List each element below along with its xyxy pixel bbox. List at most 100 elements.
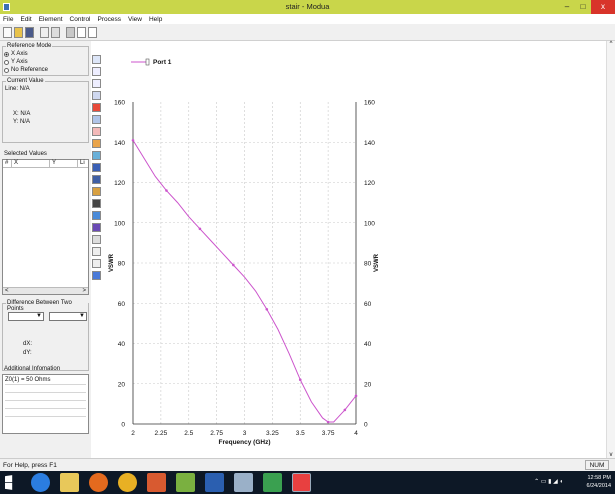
delete-icon[interactable]: [92, 259, 101, 268]
col-y[interactable]: Y: [50, 160, 78, 167]
word-icon[interactable]: [205, 473, 224, 492]
vertical-scrollbar[interactable]: ^ v: [606, 41, 615, 458]
y-tick-label-left: 60: [118, 301, 126, 308]
file-explorer-icon[interactable]: [60, 473, 79, 492]
col-line[interactable]: Li: [80, 160, 85, 166]
print-icon[interactable]: [66, 26, 75, 38]
menu-bar: File Edit Element Control Process View H…: [0, 14, 615, 24]
radio-no-reference-button[interactable]: [4, 67, 9, 73]
x-axis-label: Frequency (GHz): [218, 439, 270, 446]
data-point: [232, 263, 235, 267]
settings-icon[interactable]: [92, 223, 101, 232]
legend-marker: [145, 58, 150, 66]
draw-line-icon[interactable]: [92, 235, 101, 244]
first-point-dropdown[interactable]: ▼: [8, 312, 44, 321]
title-bar: stair - Modua – □ x: [0, 0, 615, 14]
radio-x-axis-button[interactable]: [4, 51, 9, 57]
menu-help[interactable]: Help: [148, 15, 163, 23]
marker-tool-icon[interactable]: [92, 103, 101, 112]
save-plot-icon[interactable]: [92, 199, 101, 208]
y-tick-label-right: 0: [364, 422, 368, 429]
grid-tool-icon[interactable]: [92, 151, 101, 160]
current-x: X: N/A: [13, 111, 31, 117]
y-tick-label-left: 40: [118, 341, 126, 348]
copy-icon[interactable]: [51, 26, 60, 38]
menu-edit[interactable]: Edit: [20, 15, 32, 23]
table-tool-icon[interactable]: [92, 115, 101, 124]
auto-scale-icon[interactable]: [92, 55, 101, 64]
menu-process[interactable]: Process: [97, 15, 121, 23]
status-help-text: For Help, press F1: [3, 461, 57, 469]
radio-x-axis[interactable]: X Axis: [3, 50, 88, 58]
start-icon[interactable]: [5, 475, 13, 490]
col-x[interactable]: X: [12, 160, 50, 167]
scroll-down-icon[interactable]: v: [609, 452, 613, 458]
cut-icon[interactable]: [40, 26, 49, 38]
context-help-icon[interactable]: [88, 26, 97, 38]
difference-label: Difference Between Two Points: [6, 300, 88, 312]
y-tick-label-right: 140: [364, 140, 375, 147]
edit-tool-icon[interactable]: [92, 187, 101, 196]
menu-view[interactable]: View: [128, 15, 142, 23]
clock-time: 12:58 PM: [587, 475, 611, 481]
save-icon[interactable]: [25, 26, 34, 38]
help-icon[interactable]: [77, 26, 86, 38]
x-tick-label: 2.75: [210, 430, 223, 437]
paint-icon[interactable]: [234, 473, 253, 492]
y-tick-label-left: 20: [118, 381, 126, 388]
radio-no-reference[interactable]: No Reference: [3, 66, 88, 74]
additional-info-label: Additional Infomation: [4, 366, 61, 372]
internet-explorer-icon[interactable]: [31, 473, 50, 492]
maximize-button[interactable]: □: [580, 2, 586, 11]
radio-y-axis-label: Y Axis: [11, 59, 28, 65]
scroll-left-icon[interactable]: <: [5, 288, 9, 294]
open-folder-icon[interactable]: [14, 26, 23, 38]
zeland-icon-4[interactable]: [292, 473, 311, 492]
pointer-tool-icon[interactable]: [92, 139, 101, 148]
line-tool-icon[interactable]: [92, 175, 101, 184]
new-file-icon[interactable]: [3, 26, 12, 38]
scroll-up-icon[interactable]: ^: [609, 41, 613, 47]
plot-area[interactable]: 2 2.25 2.5 2.75 3 3.25 3.5 3.75 4 0 0 20 20 40 40 60 60 8…: [103, 41, 606, 458]
chrome-icon[interactable]: [118, 473, 137, 492]
second-point-dropdown[interactable]: ▼: [49, 312, 87, 321]
move-tool-icon[interactable]: [92, 163, 101, 172]
firefox-icon[interactable]: [89, 473, 108, 492]
zoom-out-icon[interactable]: [92, 79, 101, 88]
scroll-right-icon[interactable]: >: [82, 288, 86, 294]
close-button[interactable]: x: [591, 0, 615, 14]
x-tick-label: 2: [131, 430, 135, 437]
zoom-in-icon[interactable]: [92, 67, 101, 76]
radio-y-axis-button[interactable]: [4, 59, 9, 65]
selected-values-header: # X Y Li: [3, 160, 88, 168]
col-index[interactable]: #: [3, 160, 12, 167]
data-point: [326, 420, 330, 424]
info-icon[interactable]: [92, 271, 101, 280]
selected-values-list[interactable]: # X Y Li < >: [2, 159, 89, 295]
minimize-button[interactable]: –: [564, 2, 570, 11]
clear-marker-icon[interactable]: [92, 247, 101, 256]
clock[interactable]: 12:58 PM 6/24/2014: [587, 474, 611, 490]
y-tick-label-left: 80: [118, 261, 126, 268]
zeland-icon-1[interactable]: [147, 473, 166, 492]
y-tick-label-right: 80: [364, 261, 372, 268]
x-tick-label: 3: [243, 430, 247, 437]
zeland-icon-2[interactable]: [176, 473, 195, 492]
y-tick-label-left: 0: [121, 422, 125, 429]
radio-y-axis[interactable]: Y Axis: [3, 58, 88, 66]
vertical-toolbar: [92, 55, 102, 347]
additional-info-box[interactable]: Z0(1) = 50 Ohms: [2, 374, 89, 434]
chart-tool-icon[interactable]: [92, 91, 101, 100]
reference-mode-label: Reference Mode: [6, 43, 53, 49]
export-icon[interactable]: [92, 211, 101, 220]
menu-element[interactable]: Element: [38, 15, 63, 23]
horizontal-scrollbar[interactable]: < >: [3, 287, 88, 294]
text-tool-icon[interactable]: [92, 127, 101, 136]
system-tray-icons[interactable]: ⌃ ▭ ▮ ◢ ◖: [534, 479, 563, 485]
x-tick-label: 3.25: [266, 430, 279, 437]
menu-control[interactable]: Control: [69, 15, 91, 23]
zeland-icon-3[interactable]: [263, 473, 282, 492]
menu-file[interactable]: File: [3, 15, 14, 23]
window-title: stair - Modua: [285, 2, 330, 11]
